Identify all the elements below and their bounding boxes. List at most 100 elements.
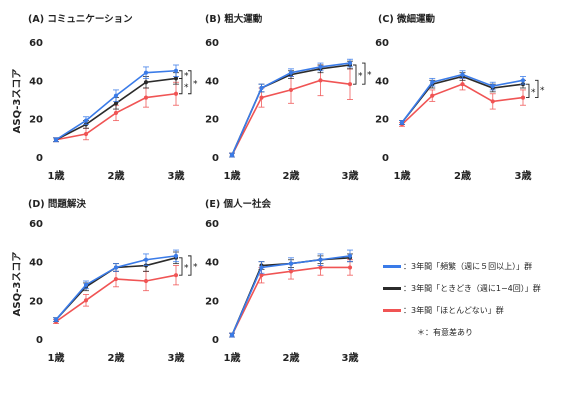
panel-4-frequent-point <box>173 253 179 258</box>
legend-label-frequent: ：3年間「頻繁（週に５回以上）」群 <box>403 262 533 271</box>
legend-label-sometimes: ：3年間「ときどき（週に1−4回）」群 <box>403 284 541 293</box>
panel-4-x-tick-label: 1歳 <box>48 351 65 364</box>
panel-4-y-tick-label: 40 <box>29 258 43 269</box>
panel-1-frequent-point <box>113 93 119 98</box>
panel-5-x-tick-label: 2歳 <box>283 351 300 364</box>
panel-2-rarely-point <box>259 95 264 100</box>
panel-5-rarely-point <box>318 265 323 270</box>
panel-2-x-tick-label: 3歳 <box>342 169 359 182</box>
panel-2-significance-marker: * <box>367 71 372 81</box>
panel-4-frequent-point <box>53 317 59 322</box>
panel-1-significance-bracket <box>188 70 192 95</box>
panel-4-y-tick-label: 20 <box>29 296 43 307</box>
legend-swatch-frequent <box>383 265 401 268</box>
panel-4-title: (D) 問題解決 <box>28 198 86 210</box>
panel-2-y-tick-label: 40 <box>205 76 219 87</box>
panel-2-x-tick-label: 2歳 <box>283 169 300 182</box>
panel-1-frequent-point <box>143 70 149 75</box>
panel-4-significance-marker: * <box>193 263 198 273</box>
panel-3-frequent-point <box>490 83 495 89</box>
panel-3-frequent-point <box>520 78 526 83</box>
panel-3-significance-bracket <box>526 83 530 99</box>
panel-2-title: (B) 粗大運動 <box>205 13 263 25</box>
panel-1-y-tick-label: 40 <box>29 76 43 87</box>
panel-5-frequent-point <box>318 257 323 262</box>
panel-3-title: (C) 微細運動 <box>378 13 435 25</box>
panel-5-title: (E) 個人ー社会 <box>205 198 271 210</box>
panel-1-frequent-point <box>83 118 89 123</box>
panel-1-significance-bracket <box>179 77 183 95</box>
panel-5-frequent-point <box>229 333 235 338</box>
panel-2-significance-bracket <box>353 64 357 85</box>
y-axis-label-top: ASQ-3スコア <box>11 69 23 134</box>
panel-1-frequent-point <box>173 68 179 73</box>
y-axis-label-bottom: ASQ-3スコア <box>11 252 23 317</box>
legend-item-rarely: ：3年間「ほとんどない」群 <box>383 304 541 317</box>
panel-2-x-tick-label: 1歳 <box>224 169 241 182</box>
panel-4-significance-marker: * <box>184 264 189 274</box>
panel-2-frequent-point <box>347 60 353 66</box>
panel-1-significance-marker: * <box>184 83 189 93</box>
panel-2-significance-marker: * <box>358 72 363 82</box>
panel-1-y-tick-label: 60 <box>29 38 43 49</box>
panel-2-frequent-point <box>288 70 294 75</box>
panel-1-x-tick-label: 2歳 <box>108 169 125 182</box>
panel-4-significance-bracket <box>188 255 192 276</box>
panel-1-frequent-point <box>53 137 59 142</box>
panel-4-frequent-point <box>113 265 119 270</box>
panel-1-rarely-point <box>83 131 89 137</box>
panel-5-y-tick-label: 20 <box>205 296 219 307</box>
panel-1-y-tick-label: 0 <box>36 153 43 164</box>
panel-5-y-tick-label: 60 <box>205 219 219 230</box>
panel-2-frequent-point <box>229 152 235 158</box>
panel-4-significance-bracket <box>179 257 183 276</box>
panel-4-x-tick-label: 2歳 <box>108 351 125 364</box>
panel-3-y-tick-label: 0 <box>382 153 389 164</box>
panel-4-x-tick-label: 3歳 <box>168 351 185 364</box>
panel-1-title: (A) コミュニケーション <box>28 14 133 25</box>
panel-3-rarely-point <box>490 99 495 104</box>
panel-2-significance-bracket <box>362 62 366 85</box>
panel-3-x-tick-label: 2歳 <box>454 169 471 182</box>
panel-2-rarely-point <box>318 78 323 83</box>
panel-1-rarely-point <box>143 95 149 100</box>
panel-5-x-tick-label: 3歳 <box>342 351 359 364</box>
significance-note: ＊：有意差あり <box>417 328 473 337</box>
panel-4-frequent-point <box>83 282 89 287</box>
panel-4-rarely-point <box>83 298 89 303</box>
panel-3-rarely-point <box>460 82 465 87</box>
panel-5-frequent-point <box>347 253 353 258</box>
panel-1-rarely-point <box>113 110 119 116</box>
legend-item-frequent: ：3年間「頻繁（週に５回以上）」群 <box>383 260 541 273</box>
panel-3-x-tick-label: 3歳 <box>515 169 532 182</box>
panel-5-frequent-point <box>259 265 264 270</box>
panel-1-y-tick-label: 20 <box>29 115 43 126</box>
panel-5-y-tick-label: 0 <box>212 335 219 346</box>
panel-1-x-tick-label: 1歳 <box>48 169 65 182</box>
panel-3-frequent-point <box>430 80 435 85</box>
panel-5-y-tick-label: 40 <box>205 258 219 269</box>
panel-5-rarely-point <box>347 265 353 270</box>
panel-4-rarely-point <box>143 278 149 284</box>
panel-4-frequent-point <box>143 257 149 262</box>
panel-1-rarely-point <box>173 91 179 96</box>
panel-2-rarely-point <box>288 87 294 93</box>
legend: ：3年間「頻繁（週に５回以上）」群 ：3年間「ときどき（週に1−4回）」群 ：3… <box>383 260 541 338</box>
panel-2-y-tick-label: 20 <box>205 115 219 126</box>
panel-5-rarely-point <box>259 273 264 278</box>
panel-3-significance-bracket <box>535 79 539 99</box>
panel-3-rarely-point <box>520 95 526 100</box>
panel-4-rarely-point <box>113 276 119 282</box>
panel-1-sometimes-point <box>143 80 149 85</box>
panel-3-frequent-point <box>460 72 465 77</box>
panel-3-frequent-point <box>399 120 405 125</box>
panel-4-rarely-point <box>173 273 179 278</box>
legend-swatch-rarely <box>383 309 401 312</box>
panel-2-frequent-point <box>318 64 323 70</box>
panel-1-x-tick-label: 3歳 <box>168 169 185 182</box>
panel-2-rarely-point <box>347 82 353 87</box>
panel-3-y-tick-label: 20 <box>375 115 389 126</box>
panel-2-y-tick-label: 60 <box>205 38 219 49</box>
panel-3-significance-marker: * <box>540 86 545 96</box>
